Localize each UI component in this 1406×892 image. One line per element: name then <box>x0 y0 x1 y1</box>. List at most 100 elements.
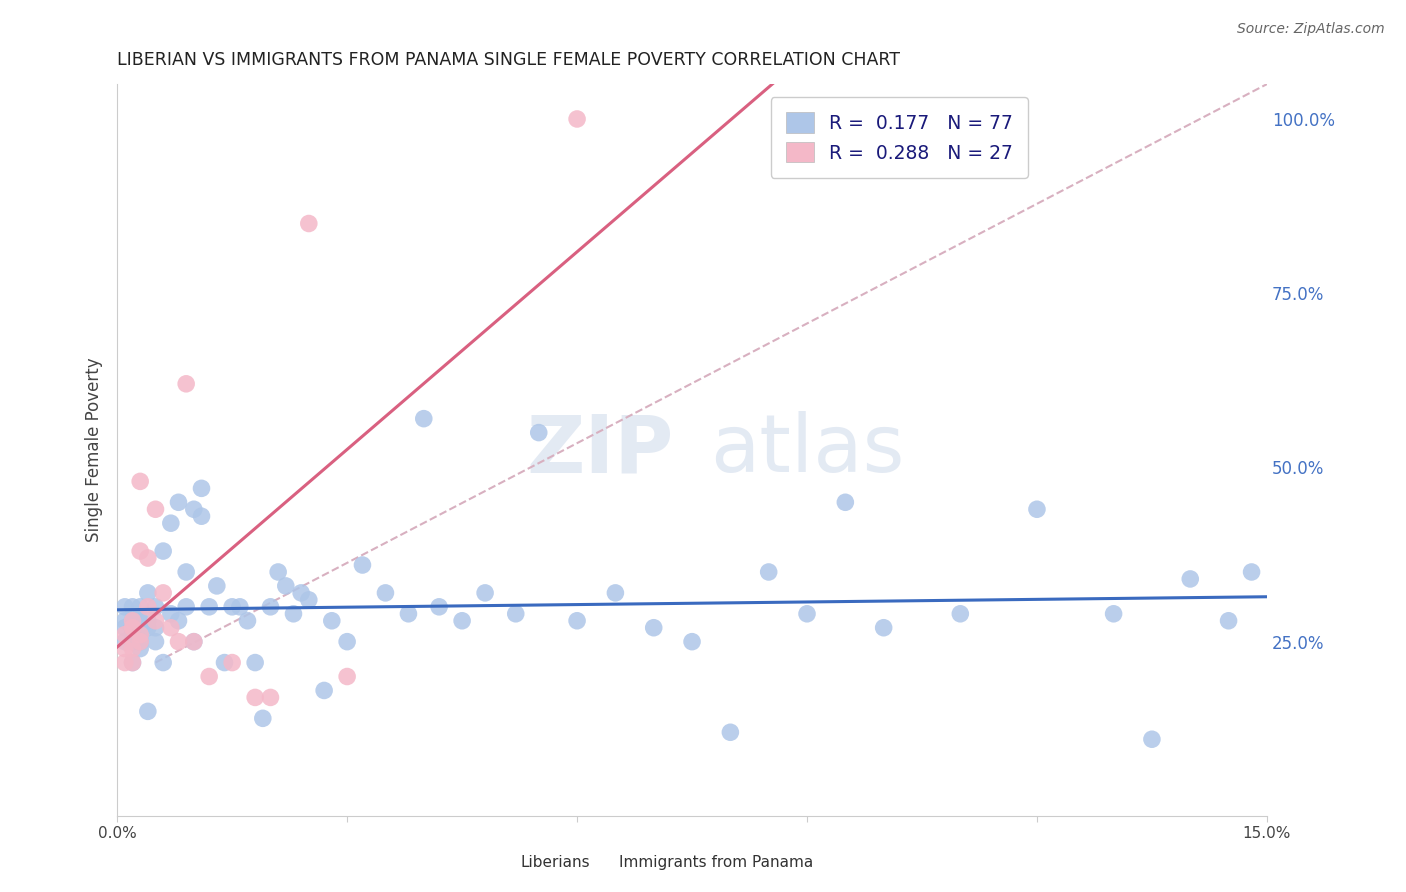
Point <box>505 607 527 621</box>
Point <box>474 586 496 600</box>
Point <box>145 614 167 628</box>
Point <box>834 495 856 509</box>
Point <box>174 565 197 579</box>
Point <box>145 502 167 516</box>
Point <box>136 551 159 566</box>
Point <box>298 592 321 607</box>
Point <box>221 656 243 670</box>
Text: ZIP: ZIP <box>526 411 673 489</box>
Point <box>129 628 152 642</box>
Point <box>605 586 627 600</box>
Point <box>243 656 266 670</box>
Point <box>129 641 152 656</box>
Point <box>145 621 167 635</box>
Text: atlas: atlas <box>710 411 904 489</box>
Point <box>1180 572 1202 586</box>
Point <box>136 621 159 635</box>
Point <box>183 634 205 648</box>
Legend: R =  0.177   N = 77, R =  0.288   N = 27: R = 0.177 N = 77, R = 0.288 N = 27 <box>770 97 1028 178</box>
Point <box>121 656 143 670</box>
Point <box>121 628 143 642</box>
Point <box>129 634 152 648</box>
Point <box>274 579 297 593</box>
Point <box>796 607 818 621</box>
Point <box>1026 502 1049 516</box>
Point <box>174 376 197 391</box>
Text: Liberians: Liberians <box>520 855 591 870</box>
Point <box>136 599 159 614</box>
Point <box>758 565 780 579</box>
Point <box>283 607 305 621</box>
Point <box>121 614 143 628</box>
Point <box>114 614 136 628</box>
Point <box>527 425 550 440</box>
Point <box>1140 732 1163 747</box>
Point <box>398 607 420 621</box>
Point <box>129 475 152 489</box>
Point <box>145 634 167 648</box>
Point <box>643 621 665 635</box>
Point <box>1102 607 1125 621</box>
Point <box>336 669 359 683</box>
Point <box>321 614 343 628</box>
Point <box>183 502 205 516</box>
Point <box>160 607 183 621</box>
Point <box>152 544 174 558</box>
Point <box>259 599 281 614</box>
Point <box>129 614 152 628</box>
Point <box>129 544 152 558</box>
Point <box>1240 565 1263 579</box>
Point <box>152 656 174 670</box>
Point <box>129 614 152 628</box>
Point <box>190 481 212 495</box>
Point <box>167 614 190 628</box>
Point <box>221 599 243 614</box>
Text: LIBERIAN VS IMMIGRANTS FROM PANAMA SINGLE FEMALE POVERTY CORRELATION CHART: LIBERIAN VS IMMIGRANTS FROM PANAMA SINGL… <box>117 51 900 69</box>
Point <box>352 558 374 572</box>
Point <box>167 495 190 509</box>
Point <box>152 586 174 600</box>
Point <box>198 669 221 683</box>
Text: Source: ZipAtlas.com: Source: ZipAtlas.com <box>1237 22 1385 37</box>
Point <box>121 599 143 614</box>
Point <box>427 599 450 614</box>
Point <box>872 621 894 635</box>
Point <box>121 634 143 648</box>
Point <box>136 704 159 718</box>
Point <box>198 599 221 614</box>
Point <box>229 599 252 614</box>
Point <box>121 614 143 628</box>
Point <box>205 579 228 593</box>
Point <box>129 634 152 648</box>
Point <box>121 641 143 656</box>
Point <box>314 683 336 698</box>
Point <box>236 614 259 628</box>
Point <box>160 621 183 635</box>
Point <box>145 599 167 614</box>
Point <box>374 586 396 600</box>
Point <box>565 112 588 126</box>
Point <box>190 509 212 524</box>
Point <box>114 621 136 635</box>
Point <box>1218 614 1240 628</box>
Point <box>121 621 143 635</box>
Point <box>718 725 741 739</box>
Point <box>114 628 136 642</box>
Point <box>114 641 136 656</box>
Text: Immigrants from Panama: Immigrants from Panama <box>619 855 813 870</box>
Point <box>160 516 183 531</box>
Point <box>451 614 474 628</box>
Y-axis label: Single Female Poverty: Single Female Poverty <box>86 358 103 542</box>
Point <box>114 634 136 648</box>
Point <box>252 711 274 725</box>
Point <box>681 634 703 648</box>
Point <box>259 690 281 705</box>
Point <box>167 634 190 648</box>
Point <box>129 599 152 614</box>
Point <box>298 217 321 231</box>
Point <box>121 621 143 635</box>
Point <box>121 656 143 670</box>
Point <box>267 565 290 579</box>
Point <box>214 656 236 670</box>
Point <box>174 599 197 614</box>
